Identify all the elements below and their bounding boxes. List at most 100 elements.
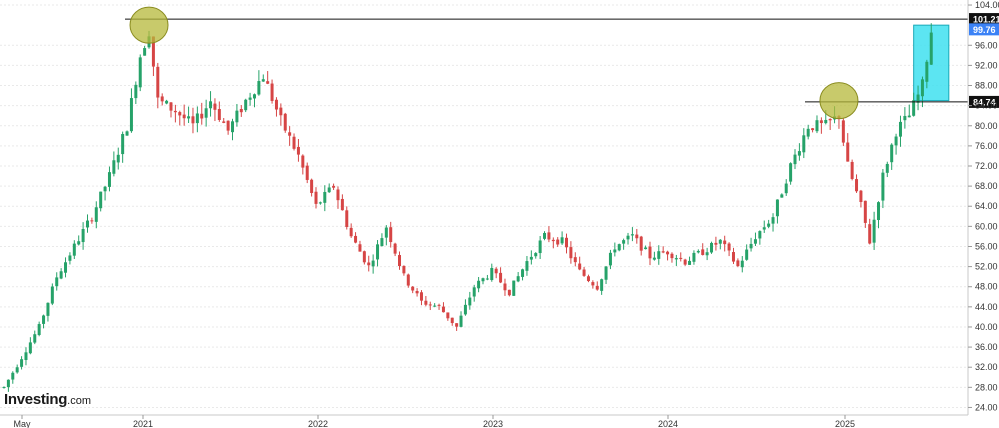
- candle-body: [784, 183, 788, 194]
- candle-body: [560, 237, 564, 244]
- candle: [472, 284, 476, 302]
- candle-body: [270, 83, 274, 101]
- candle: [855, 174, 859, 193]
- candle: [371, 254, 375, 274]
- candle: [107, 166, 111, 192]
- y-tick-label: 40.00: [975, 322, 998, 332]
- candle: [578, 256, 582, 271]
- candle: [481, 277, 485, 285]
- candle-body: [780, 194, 784, 198]
- candle-body: [898, 121, 902, 137]
- candle-body: [103, 186, 107, 192]
- candle-body: [740, 260, 744, 268]
- candle-body: [187, 116, 191, 119]
- candle-body: [846, 142, 850, 162]
- candle: [415, 288, 419, 297]
- candle: [534, 252, 538, 259]
- candle: [705, 247, 709, 261]
- y-tick-label: 72.00: [975, 161, 998, 171]
- candle-body: [912, 100, 916, 116]
- candle-body: [789, 163, 793, 182]
- candle: [121, 131, 125, 163]
- candle-body: [182, 114, 186, 119]
- candle: [490, 263, 494, 282]
- candle-body: [925, 61, 929, 82]
- candle-body: [485, 278, 489, 280]
- candle: [248, 92, 252, 106]
- candle: [11, 371, 15, 384]
- candle-body: [419, 292, 423, 301]
- candle-body: [600, 279, 604, 291]
- candle-body: [507, 289, 511, 296]
- candle-body: [222, 121, 226, 123]
- candle-body: [481, 278, 485, 282]
- candle: [635, 228, 639, 244]
- logo-text: Investing: [4, 391, 68, 408]
- candle: [507, 289, 511, 297]
- candle-body: [446, 312, 450, 319]
- candle: [389, 221, 393, 248]
- candle-body: [358, 244, 362, 252]
- candle: [850, 159, 854, 181]
- candle-body: [156, 66, 160, 98]
- candle: [859, 189, 863, 208]
- candle-body: [398, 255, 402, 267]
- candle: [459, 311, 463, 328]
- candle: [20, 356, 24, 370]
- candle: [543, 231, 547, 241]
- candle-body: [538, 240, 542, 254]
- candle-body: [217, 109, 221, 120]
- candle-body: [622, 240, 626, 244]
- candle: [231, 118, 235, 141]
- candle: [433, 303, 437, 308]
- candle-body: [490, 267, 494, 281]
- candle: [305, 162, 309, 184]
- candle: [666, 250, 670, 261]
- candle: [252, 93, 256, 108]
- candle-body: [99, 191, 103, 209]
- candle-body: [310, 179, 314, 193]
- candle: [630, 227, 634, 242]
- candle-body: [81, 229, 85, 243]
- candle-body: [604, 266, 608, 280]
- candle-body: [20, 359, 24, 367]
- candle: [811, 127, 815, 133]
- candle: [37, 321, 41, 337]
- candle-body: [94, 207, 98, 222]
- candle-body: [231, 121, 235, 133]
- candle-body: [890, 144, 894, 163]
- candle-body: [42, 315, 46, 324]
- candle-body: [679, 257, 683, 259]
- candle: [116, 147, 120, 170]
- candle-body: [389, 227, 393, 243]
- candle-body: [714, 242, 718, 245]
- candle: [182, 104, 186, 126]
- candle: [187, 106, 191, 123]
- candle: [213, 98, 217, 122]
- candle-body: [718, 239, 722, 244]
- candle-body: [121, 134, 125, 155]
- candle: [929, 23, 933, 65]
- candle: [573, 252, 577, 267]
- candle-body: [393, 243, 397, 254]
- candle-body: [239, 108, 243, 113]
- candle: [771, 213, 775, 232]
- x-tick-label: 2023: [483, 419, 503, 428]
- candle: [494, 267, 498, 279]
- candle: [723, 235, 727, 252]
- candle-body: [666, 251, 670, 255]
- candle: [872, 211, 876, 250]
- candle: [411, 286, 415, 294]
- candle-body: [749, 243, 753, 249]
- candle-body: [543, 232, 547, 239]
- candle: [134, 81, 138, 105]
- candle: [143, 45, 147, 56]
- candle-body: [586, 276, 590, 282]
- candle: [740, 256, 744, 273]
- candle: [617, 243, 621, 252]
- candle-body: [674, 258, 678, 260]
- candle: [336, 186, 340, 209]
- candle-body: [731, 252, 735, 262]
- candle: [332, 183, 336, 190]
- candle: [863, 200, 867, 228]
